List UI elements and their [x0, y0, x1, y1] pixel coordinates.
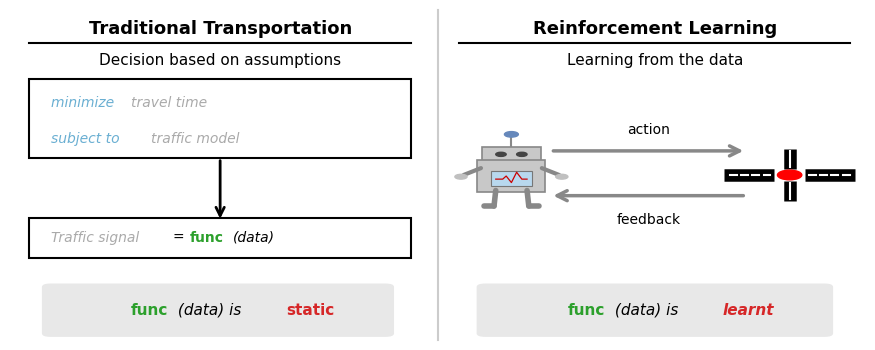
FancyBboxPatch shape — [42, 284, 394, 337]
FancyBboxPatch shape — [482, 147, 541, 163]
Text: Traditional Transportation: Traditional Transportation — [88, 20, 352, 38]
Text: func: func — [131, 303, 168, 318]
Text: action: action — [626, 123, 669, 137]
FancyBboxPatch shape — [477, 284, 833, 337]
Circle shape — [505, 132, 518, 137]
FancyBboxPatch shape — [29, 78, 411, 158]
Text: (data) is: (data) is — [172, 303, 246, 318]
Text: feedback: feedback — [616, 213, 681, 227]
Text: traffic model: traffic model — [150, 132, 239, 146]
Text: Learning from the data: Learning from the data — [567, 53, 743, 68]
Text: =: = — [172, 231, 184, 245]
Text: Reinforcement Learning: Reinforcement Learning — [533, 20, 777, 38]
Text: minimize: minimize — [51, 96, 118, 110]
Text: (data): (data) — [233, 231, 275, 245]
Circle shape — [556, 174, 568, 179]
FancyBboxPatch shape — [29, 218, 411, 258]
FancyBboxPatch shape — [491, 171, 532, 186]
FancyBboxPatch shape — [478, 160, 545, 192]
Circle shape — [516, 152, 527, 156]
Circle shape — [455, 174, 467, 179]
Text: learnt: learnt — [723, 303, 774, 318]
Text: func: func — [190, 231, 224, 245]
Text: static: static — [286, 303, 334, 318]
Circle shape — [778, 170, 802, 180]
Circle shape — [496, 152, 506, 156]
Text: subject to: subject to — [51, 132, 123, 146]
Text: func: func — [568, 303, 605, 318]
Text: Decision based on assumptions: Decision based on assumptions — [99, 53, 341, 68]
Text: Traffic signal: Traffic signal — [51, 231, 139, 245]
Text: (data) is: (data) is — [610, 303, 683, 318]
Text: travel time: travel time — [131, 96, 207, 110]
